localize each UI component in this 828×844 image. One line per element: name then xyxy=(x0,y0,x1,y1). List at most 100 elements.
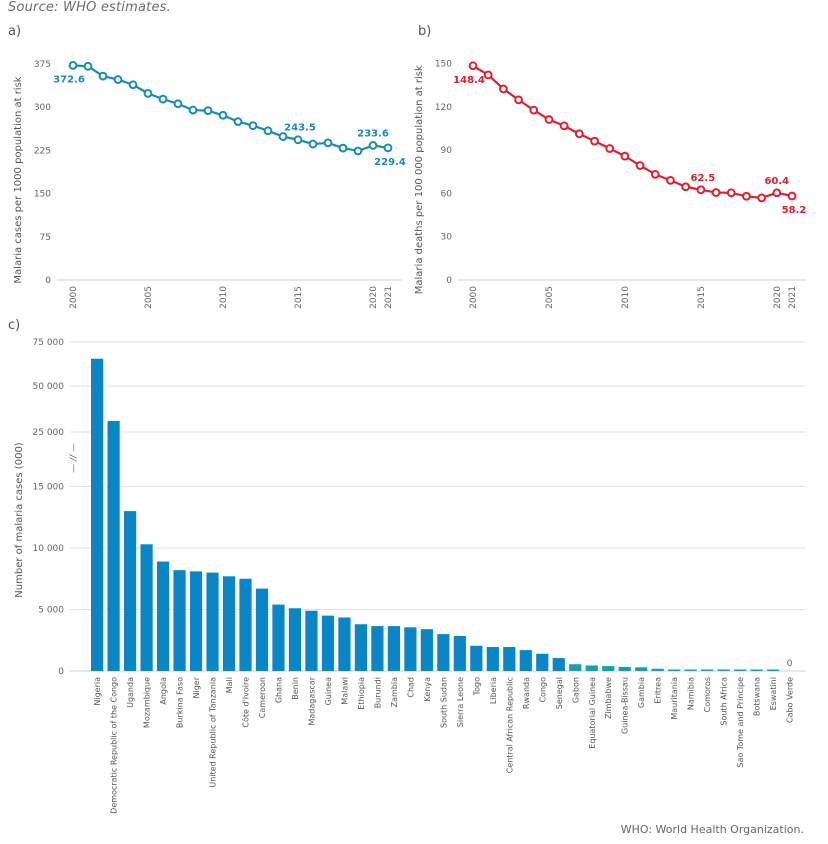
bar xyxy=(371,626,384,671)
data-point xyxy=(620,151,630,161)
panel-label-a: a) xyxy=(8,24,22,39)
category-label: Botswana xyxy=(753,677,762,716)
y-tick-label: 25 000 xyxy=(33,428,65,438)
category-label: Congo xyxy=(538,677,547,703)
data-point xyxy=(188,105,198,115)
x-tick-label: 2021 xyxy=(384,286,394,309)
category-label: Kenya xyxy=(423,677,432,702)
category-label: Togo xyxy=(472,677,481,697)
y-tick-label: 300 xyxy=(34,103,51,113)
bar xyxy=(701,669,714,671)
data-point xyxy=(338,143,348,153)
category-label: Cabo Verde xyxy=(786,677,795,723)
data-point xyxy=(293,135,303,145)
bar xyxy=(189,571,203,671)
bar xyxy=(404,627,417,671)
data-point xyxy=(263,126,273,136)
y-tick-label: 50 000 xyxy=(33,382,65,392)
category-label: Ghana xyxy=(274,677,283,703)
y-tick-label: 5 000 xyxy=(38,606,64,616)
bar xyxy=(602,666,615,671)
data-point xyxy=(83,61,93,71)
data-point xyxy=(218,110,228,120)
x-tick-label: 2015 xyxy=(294,286,304,309)
bar xyxy=(206,572,219,671)
category-label: Central African Republic xyxy=(505,677,514,773)
data-point xyxy=(590,136,599,146)
category-label: Comoros xyxy=(703,677,712,712)
bar xyxy=(156,561,170,671)
category-label: Burundi xyxy=(373,677,382,708)
bar xyxy=(453,635,466,671)
data-point xyxy=(605,144,615,153)
y-axis-title: Malaria deaths per 100 000 population at… xyxy=(414,65,425,294)
category-label: Uganda xyxy=(126,677,135,708)
data-point xyxy=(696,185,706,195)
data-point xyxy=(173,99,183,109)
data-point xyxy=(233,117,243,126)
category-label: Nigeria xyxy=(93,677,102,706)
data-label: 229.4 xyxy=(374,157,406,168)
category-label: Guinea-Bissau xyxy=(621,677,630,734)
y-axis-title: Malaria cases per 1000 population at ris… xyxy=(13,76,24,283)
data-point xyxy=(787,191,797,201)
data-label: 0 xyxy=(787,659,793,669)
data-point xyxy=(308,139,318,149)
bar xyxy=(288,608,302,671)
data-point xyxy=(483,70,493,80)
data-point xyxy=(681,182,691,192)
data-point xyxy=(158,94,168,104)
bar xyxy=(750,669,763,671)
bar xyxy=(536,653,549,671)
bar xyxy=(321,615,335,671)
y-tick-label: 60 xyxy=(441,189,453,199)
category-label: Sierra Leone xyxy=(456,677,465,727)
category-label: United Republic of Tanzania xyxy=(209,677,218,788)
data-point xyxy=(772,188,782,198)
y-tick-label: 30 xyxy=(441,233,453,243)
category-label: Cameroon xyxy=(258,677,267,718)
category-label: Eswatini xyxy=(769,677,778,710)
category-label: Zambia xyxy=(390,677,399,707)
bar xyxy=(585,665,598,671)
bar xyxy=(222,576,236,671)
x-tick-label: 2005 xyxy=(144,286,154,309)
data-point xyxy=(650,169,660,179)
y-tick-label: 0 xyxy=(446,276,452,286)
category-label: Liberia xyxy=(489,677,498,704)
category-label: Zimbabwe xyxy=(604,677,613,719)
category-label: Gabon xyxy=(571,677,580,703)
data-label: 372.6 xyxy=(53,74,85,85)
bar xyxy=(420,629,433,671)
bar xyxy=(503,647,516,671)
data-point xyxy=(742,191,751,201)
series-line xyxy=(72,64,389,153)
data-label: 148.4 xyxy=(453,75,485,86)
data-point xyxy=(143,88,153,98)
category-label: Mozambique xyxy=(143,677,152,728)
bar xyxy=(338,617,351,671)
category-label: Gambia xyxy=(637,677,646,708)
data-point xyxy=(711,188,721,197)
category-label: Ethiopia xyxy=(357,677,366,710)
category-label: Niger xyxy=(192,676,201,698)
data-label: 58.2 xyxy=(782,205,807,216)
data-point xyxy=(635,161,645,170)
data-point xyxy=(368,141,378,150)
y-tick-label: 15 000 xyxy=(33,483,65,493)
data-point xyxy=(128,80,138,90)
data-point xyxy=(666,176,675,185)
bar xyxy=(651,668,664,671)
x-tick-label: 2010 xyxy=(219,286,229,309)
data-point xyxy=(559,121,569,131)
bar xyxy=(519,650,532,671)
data-label: 60.4 xyxy=(764,176,789,187)
y-tick-label: 75 xyxy=(40,233,51,243)
data-point xyxy=(113,75,123,84)
y-tick-label: 90 xyxy=(441,146,453,156)
category-label: Rwanda xyxy=(522,677,531,709)
bar xyxy=(123,511,137,671)
y-tick-label: 0 xyxy=(58,667,64,677)
